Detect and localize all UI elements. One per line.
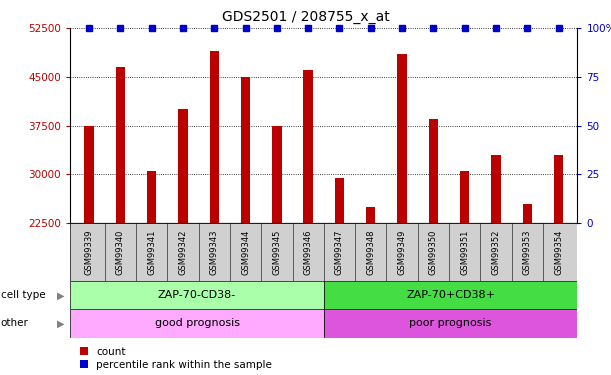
- Text: GSM99341: GSM99341: [147, 230, 156, 275]
- Bar: [178, 110, 188, 223]
- Bar: [429, 119, 438, 223]
- Text: ZAP-70+CD38+: ZAP-70+CD38+: [406, 290, 495, 300]
- Text: ▶: ▶: [57, 290, 64, 300]
- Bar: [397, 54, 407, 223]
- Bar: [147, 171, 156, 223]
- Bar: [491, 155, 500, 223]
- FancyBboxPatch shape: [70, 309, 324, 338]
- Legend: count, percentile rank within the sample: count, percentile rank within the sample: [76, 343, 276, 374]
- Text: GSM99350: GSM99350: [429, 230, 438, 275]
- Bar: [366, 207, 376, 223]
- Text: GSM99339: GSM99339: [84, 230, 93, 275]
- Text: GSM99354: GSM99354: [554, 230, 563, 275]
- Text: GSM99352: GSM99352: [491, 230, 500, 275]
- Text: good prognosis: good prognosis: [155, 318, 240, 328]
- FancyBboxPatch shape: [324, 281, 577, 309]
- Bar: [335, 178, 344, 223]
- Text: GSM99349: GSM99349: [398, 230, 406, 275]
- Text: ZAP-70-CD38-: ZAP-70-CD38-: [158, 290, 236, 300]
- Text: GSM99353: GSM99353: [523, 230, 532, 275]
- Bar: [522, 204, 532, 223]
- Bar: [272, 126, 282, 223]
- Text: GSM99344: GSM99344: [241, 230, 250, 275]
- Text: GSM99343: GSM99343: [210, 230, 219, 275]
- Bar: [554, 155, 563, 223]
- Bar: [460, 171, 469, 223]
- Bar: [115, 67, 125, 223]
- Text: GSM99342: GSM99342: [178, 230, 188, 275]
- Text: GDS2501 / 208755_x_at: GDS2501 / 208755_x_at: [222, 10, 389, 24]
- Bar: [241, 77, 251, 223]
- Bar: [84, 126, 93, 223]
- Text: GSM99346: GSM99346: [304, 230, 313, 275]
- Text: GSM99345: GSM99345: [273, 230, 282, 275]
- Bar: [210, 51, 219, 223]
- Text: GSM99347: GSM99347: [335, 230, 344, 275]
- Text: GSM99340: GSM99340: [116, 230, 125, 275]
- Bar: [304, 70, 313, 223]
- Text: ▶: ▶: [57, 318, 64, 328]
- FancyBboxPatch shape: [70, 223, 577, 281]
- Text: poor prognosis: poor prognosis: [409, 318, 492, 328]
- Text: GSM99351: GSM99351: [460, 230, 469, 275]
- Text: cell type: cell type: [1, 290, 45, 300]
- Text: GSM99348: GSM99348: [366, 230, 375, 275]
- Text: other: other: [1, 318, 29, 328]
- FancyBboxPatch shape: [324, 309, 577, 338]
- FancyBboxPatch shape: [70, 281, 324, 309]
